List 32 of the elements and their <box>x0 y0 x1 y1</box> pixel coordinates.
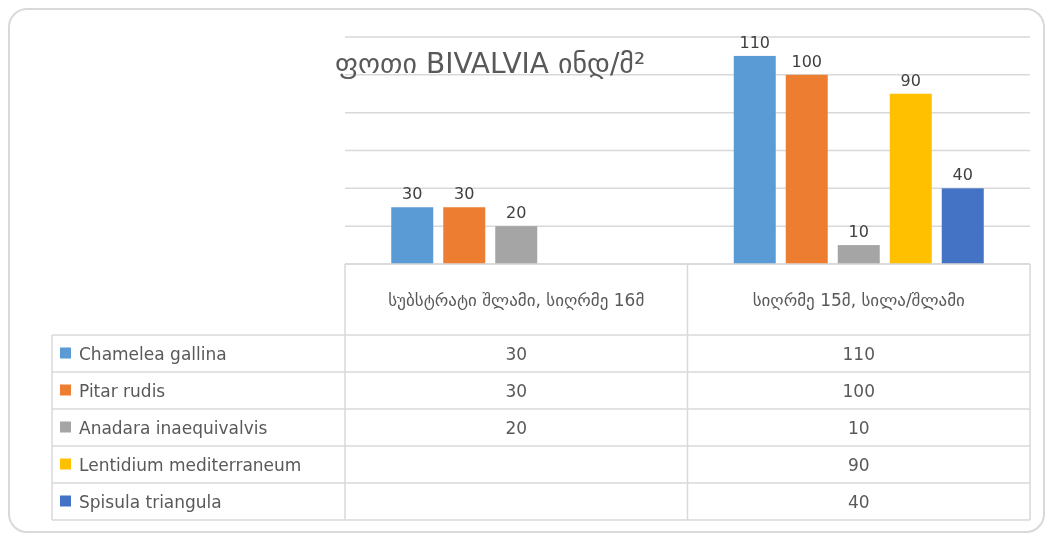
bar <box>941 188 984 264</box>
data-label: 10 <box>848 222 869 242</box>
text: 30 <box>505 380 528 401</box>
data-label: 40 <box>952 165 973 185</box>
legend-label: Anadara inaequivalvis <box>79 417 268 438</box>
bar <box>443 207 486 264</box>
data-label: 30 <box>454 184 475 204</box>
bar <box>889 93 932 264</box>
bar <box>495 226 538 264</box>
chart-title: ფოთი BIVALVIA ინდ/მ² <box>335 47 646 80</box>
data-label: 30 <box>402 184 423 204</box>
text: 110 <box>842 343 875 364</box>
bar <box>785 74 828 264</box>
x-tick-label: სუბსტრატი შლამი, სიღრმე 16მ <box>388 289 645 310</box>
text: 40 <box>847 491 870 512</box>
legend-label: Lentidium mediterraneum <box>79 454 302 475</box>
data-label: 100 <box>791 51 823 71</box>
legend-label: Pitar rudis <box>79 380 166 401</box>
text: 10 <box>847 417 870 438</box>
bar <box>733 55 776 264</box>
legend-label: Chamelea gallina <box>79 343 227 364</box>
data-label: 110 <box>739 32 771 52</box>
data-label: 90 <box>900 70 921 90</box>
bar <box>837 245 880 264</box>
text: 100 <box>842 380 875 401</box>
data-label: 20 <box>506 203 527 223</box>
text: 30 <box>505 343 528 364</box>
legend-label: Spisula triangula <box>79 491 222 512</box>
bar <box>391 207 434 264</box>
x-tick-label: სიღრმე 15მ, სილა/შლამი <box>752 289 965 310</box>
text: 90 <box>847 454 870 475</box>
text: 20 <box>505 417 528 438</box>
